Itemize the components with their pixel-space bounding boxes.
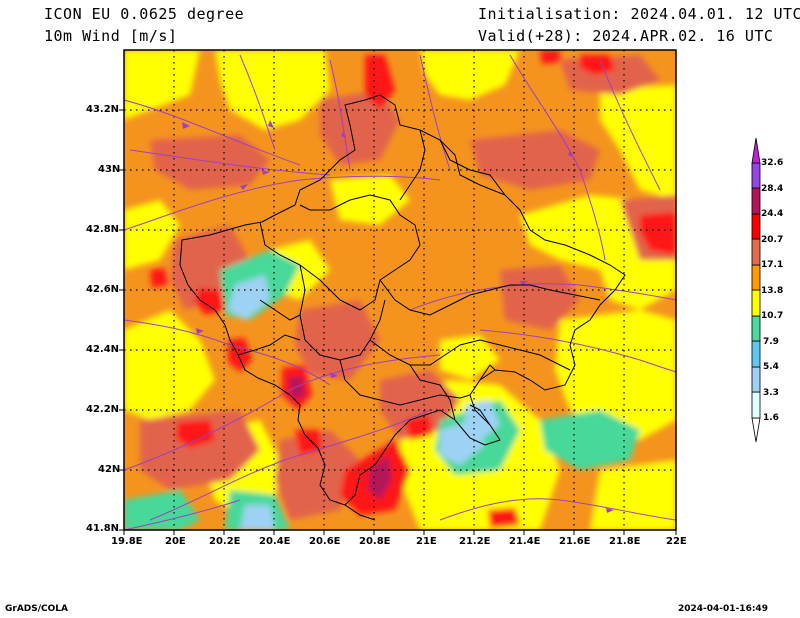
colorbar-label: 3.3	[763, 388, 779, 398]
y-tick-label: 42.8N	[86, 224, 120, 235]
y-tick-label: 41.8N	[86, 523, 120, 534]
colorbar-min-arrow	[751, 417, 761, 443]
y-tick-label: 42.4N	[86, 344, 120, 355]
colorbar-label: 10.7	[761, 311, 784, 321]
x-tick-label: 20.8E	[359, 536, 391, 547]
streamline-arrows	[182, 120, 614, 513]
colorbar-label: 28.4	[761, 184, 784, 194]
colorbar-label: 17.1	[761, 260, 784, 270]
colorbar-bin-6	[751, 238, 761, 266]
colorbar-label: 5.4	[763, 362, 779, 372]
colorbar-bin-4	[751, 289, 761, 317]
y-tick-label: 42.2N	[86, 404, 120, 415]
x-tick-label: 21.6E	[559, 536, 591, 547]
tick-marks	[119, 109, 677, 535]
colorbar-label: 20.7	[761, 235, 784, 245]
colorbar-bin-7	[751, 213, 761, 240]
x-tick-label: 19.8E	[111, 536, 143, 547]
colorbar-label: 32.6	[761, 158, 784, 168]
x-tick-label: 20.2E	[209, 536, 241, 547]
x-tick-label: 22E	[666, 536, 687, 547]
grid-lines	[124, 50, 676, 530]
colorbar-bin-0	[751, 391, 761, 419]
colorbar-label: 13.8	[761, 286, 784, 296]
x-tick-label: 21E	[416, 536, 437, 547]
colorbar-bin-3	[751, 315, 761, 342]
y-tick-label: 43N	[98, 164, 121, 175]
colorbar-label: 1.6	[763, 413, 779, 423]
valid-time: Valid(+28): 2024.APR.02. 16 UTC	[478, 27, 774, 45]
colorbar-bin-9	[751, 162, 761, 189]
colorbar-max-arrow	[751, 137, 761, 164]
colorbar-bin-1	[751, 366, 761, 393]
x-tick-label: 20.4E	[259, 536, 291, 547]
wind-streamlines	[124, 54, 676, 530]
x-tick-label: 20E	[165, 536, 186, 547]
colorbar-bin-8	[751, 187, 761, 215]
colorbar-bin-2	[751, 340, 761, 368]
x-tick-label: 21.2E	[459, 536, 491, 547]
footer-credit: GrADS/COLA	[5, 604, 68, 614]
admin-borders	[179, 94, 626, 521]
colorbar	[751, 137, 761, 443]
footer-timestamp: 2024-04-01-16:49	[678, 604, 768, 614]
x-tick-label: 21.4E	[509, 536, 541, 547]
variable-title: 10m Wind [m/s]	[44, 27, 178, 45]
colorbar-label: 24.4	[761, 209, 784, 219]
colorbar-label: 7.9	[763, 337, 779, 347]
y-tick-label: 43.2N	[86, 104, 120, 115]
colorbar-bin-5	[751, 264, 761, 291]
model-title: ICON EU 0.0625 degree	[44, 5, 245, 23]
x-tick-label: 21.8E	[609, 536, 641, 547]
init-time: Initialisation: 2024.04.01. 12 UTC	[478, 5, 800, 23]
x-tick-label: 20.6E	[309, 536, 341, 547]
y-tick-label: 42.6N	[86, 284, 120, 295]
y-tick-label: 42N	[98, 464, 121, 475]
